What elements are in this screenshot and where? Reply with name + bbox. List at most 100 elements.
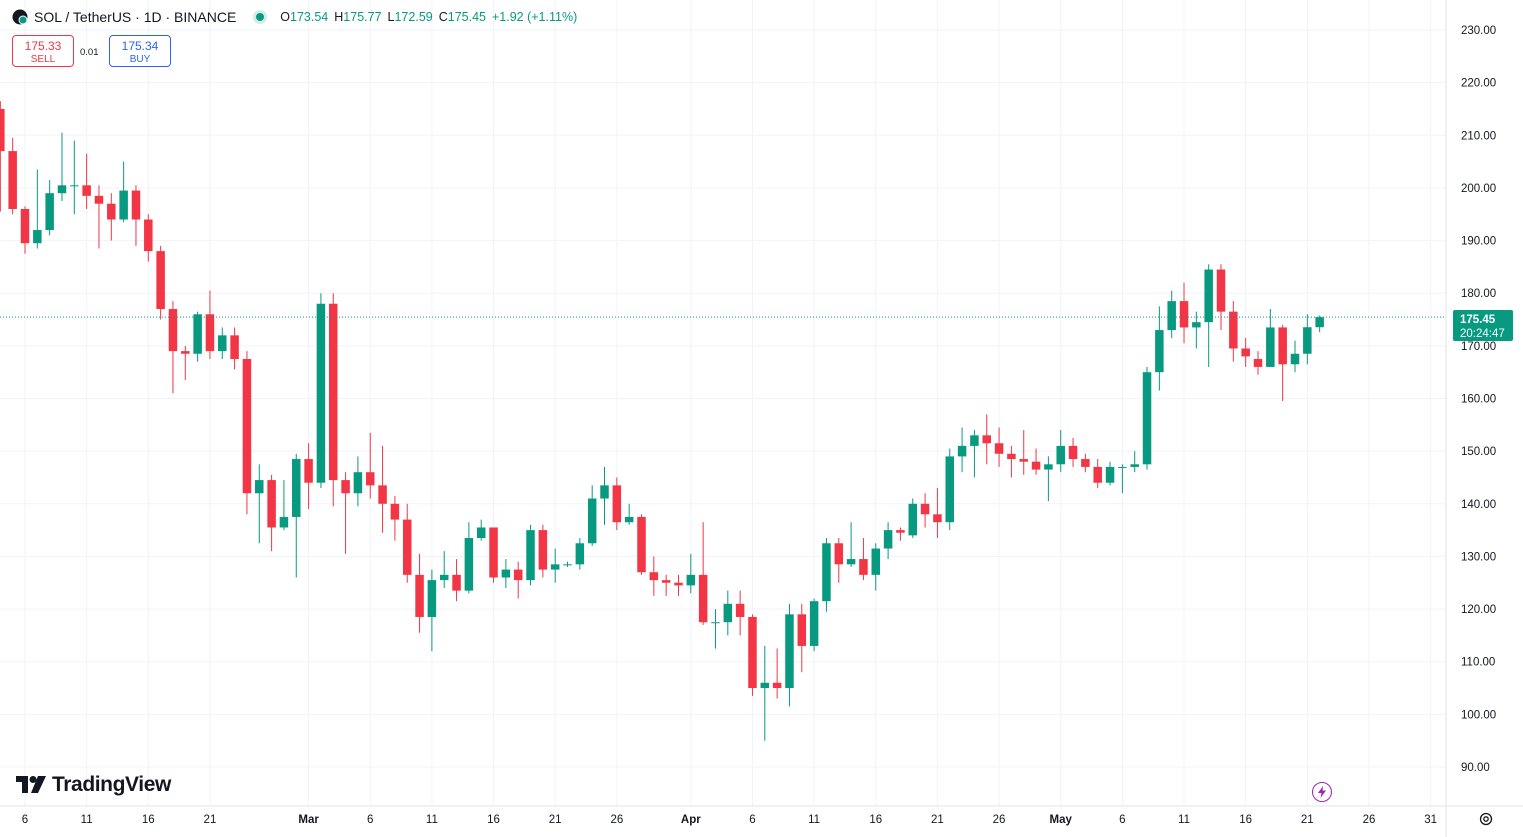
candle-body — [612, 485, 622, 523]
price-tick-label: 90.00 — [1461, 762, 1490, 774]
sell-button[interactable]: 175.33 SELL — [12, 35, 74, 67]
open-value: 173.54 — [290, 10, 329, 24]
candle — [402, 503, 412, 583]
candle — [476, 519, 486, 541]
candle-body — [550, 564, 560, 570]
candle-body — [563, 564, 572, 566]
candle-body — [464, 538, 474, 591]
candle — [181, 345, 190, 381]
grid-lines — [0, 0, 1446, 806]
price-tick-label: 220.00 — [1461, 78, 1496, 90]
time-tick-label: 6 — [22, 814, 28, 826]
candle — [242, 351, 252, 515]
candle — [1167, 290, 1176, 338]
candle — [513, 561, 523, 599]
candle — [82, 153, 91, 209]
candle-body — [476, 527, 486, 539]
candle — [1229, 301, 1238, 362]
candle-body — [452, 574, 461, 591]
candle — [57, 132, 67, 202]
spread-value: 0.01 — [80, 47, 99, 58]
price-axis: 90.00 100.00 110.00 120.00 130.00 140.00 150.0… — [1445, 0, 1496, 837]
time-tick-label: 31 — [1424, 814, 1437, 826]
candle — [267, 474, 276, 552]
candle-body — [600, 485, 609, 499]
candle — [1093, 459, 1102, 488]
time-tick-label: Mar — [298, 814, 319, 826]
candle-body — [834, 543, 844, 565]
candle-body — [107, 203, 116, 220]
candle — [698, 522, 708, 625]
time-tick-label: 11 — [81, 814, 93, 826]
candle — [526, 524, 535, 586]
candle — [1130, 451, 1139, 473]
candle — [1241, 337, 1250, 367]
candle — [883, 522, 893, 560]
candle — [45, 180, 54, 236]
candle — [1290, 340, 1300, 373]
sell-price: 175.33 — [24, 39, 62, 53]
candle-body — [70, 185, 79, 187]
candle-body — [637, 516, 646, 573]
candle-body — [353, 472, 363, 494]
buy-button[interactable]: 175.34 BUY — [109, 35, 171, 67]
candle-body — [1266, 327, 1275, 367]
candle-body — [1229, 311, 1238, 349]
candle-body — [156, 251, 165, 310]
candle — [168, 301, 178, 394]
candle — [661, 574, 671, 596]
candle — [748, 614, 757, 696]
candle — [1253, 351, 1263, 375]
last-price-tag: 175.45 20:24:47 — [1453, 310, 1513, 341]
candle — [896, 527, 905, 541]
candle — [834, 538, 844, 583]
tradingview-wordmark: TradingView — [52, 773, 171, 796]
candle-body — [33, 230, 42, 244]
tradingview-logo[interactable]: TradingView — [16, 773, 171, 797]
candle-body — [230, 335, 239, 360]
candle — [1278, 324, 1287, 402]
candle — [0, 101, 5, 212]
candle-body — [119, 190, 128, 220]
candle-body — [760, 682, 770, 689]
candle — [390, 495, 400, 541]
candle-body — [1241, 348, 1250, 357]
candle — [624, 503, 634, 525]
price-tick-label: 130.00 — [1461, 551, 1496, 563]
candle — [1266, 309, 1275, 367]
candle — [1179, 282, 1189, 344]
candle-body — [982, 435, 991, 444]
candle — [292, 453, 301, 578]
candle — [365, 432, 375, 499]
change-value: +1.92 (+1.11%) — [491, 10, 578, 24]
candle — [452, 559, 461, 602]
candle — [341, 472, 350, 554]
price-tick-label: 200.00 — [1461, 183, 1496, 195]
candle-body — [439, 574, 449, 581]
symbol-title[interactable]: SOL / TetherUS · 1D · BINANCE — [34, 9, 237, 25]
candle — [230, 327, 239, 370]
candle-body — [513, 569, 523, 581]
candle-body — [957, 445, 967, 457]
candle-body — [883, 530, 893, 549]
candle-body — [218, 335, 227, 352]
lightning-icon[interactable] — [1312, 782, 1332, 802]
last-price-label: 175.45 — [1460, 314, 1496, 326]
time-tick-label: 16 — [1239, 814, 1252, 826]
candle-body — [402, 519, 412, 575]
candle-body — [8, 151, 17, 209]
candle-body — [1179, 301, 1189, 328]
candle-body — [1155, 330, 1164, 373]
candle — [920, 493, 930, 528]
candle — [649, 556, 659, 596]
price-tick-label: 150.00 — [1461, 446, 1496, 458]
candle-body — [390, 503, 400, 520]
candle — [871, 543, 881, 591]
candle — [255, 464, 264, 544]
price-tick-label: 180.00 — [1461, 288, 1496, 300]
candle — [304, 443, 313, 510]
candle — [1216, 264, 1226, 331]
settings-gear-icon[interactable] — [1478, 811, 1494, 827]
candle-body — [1044, 464, 1053, 470]
